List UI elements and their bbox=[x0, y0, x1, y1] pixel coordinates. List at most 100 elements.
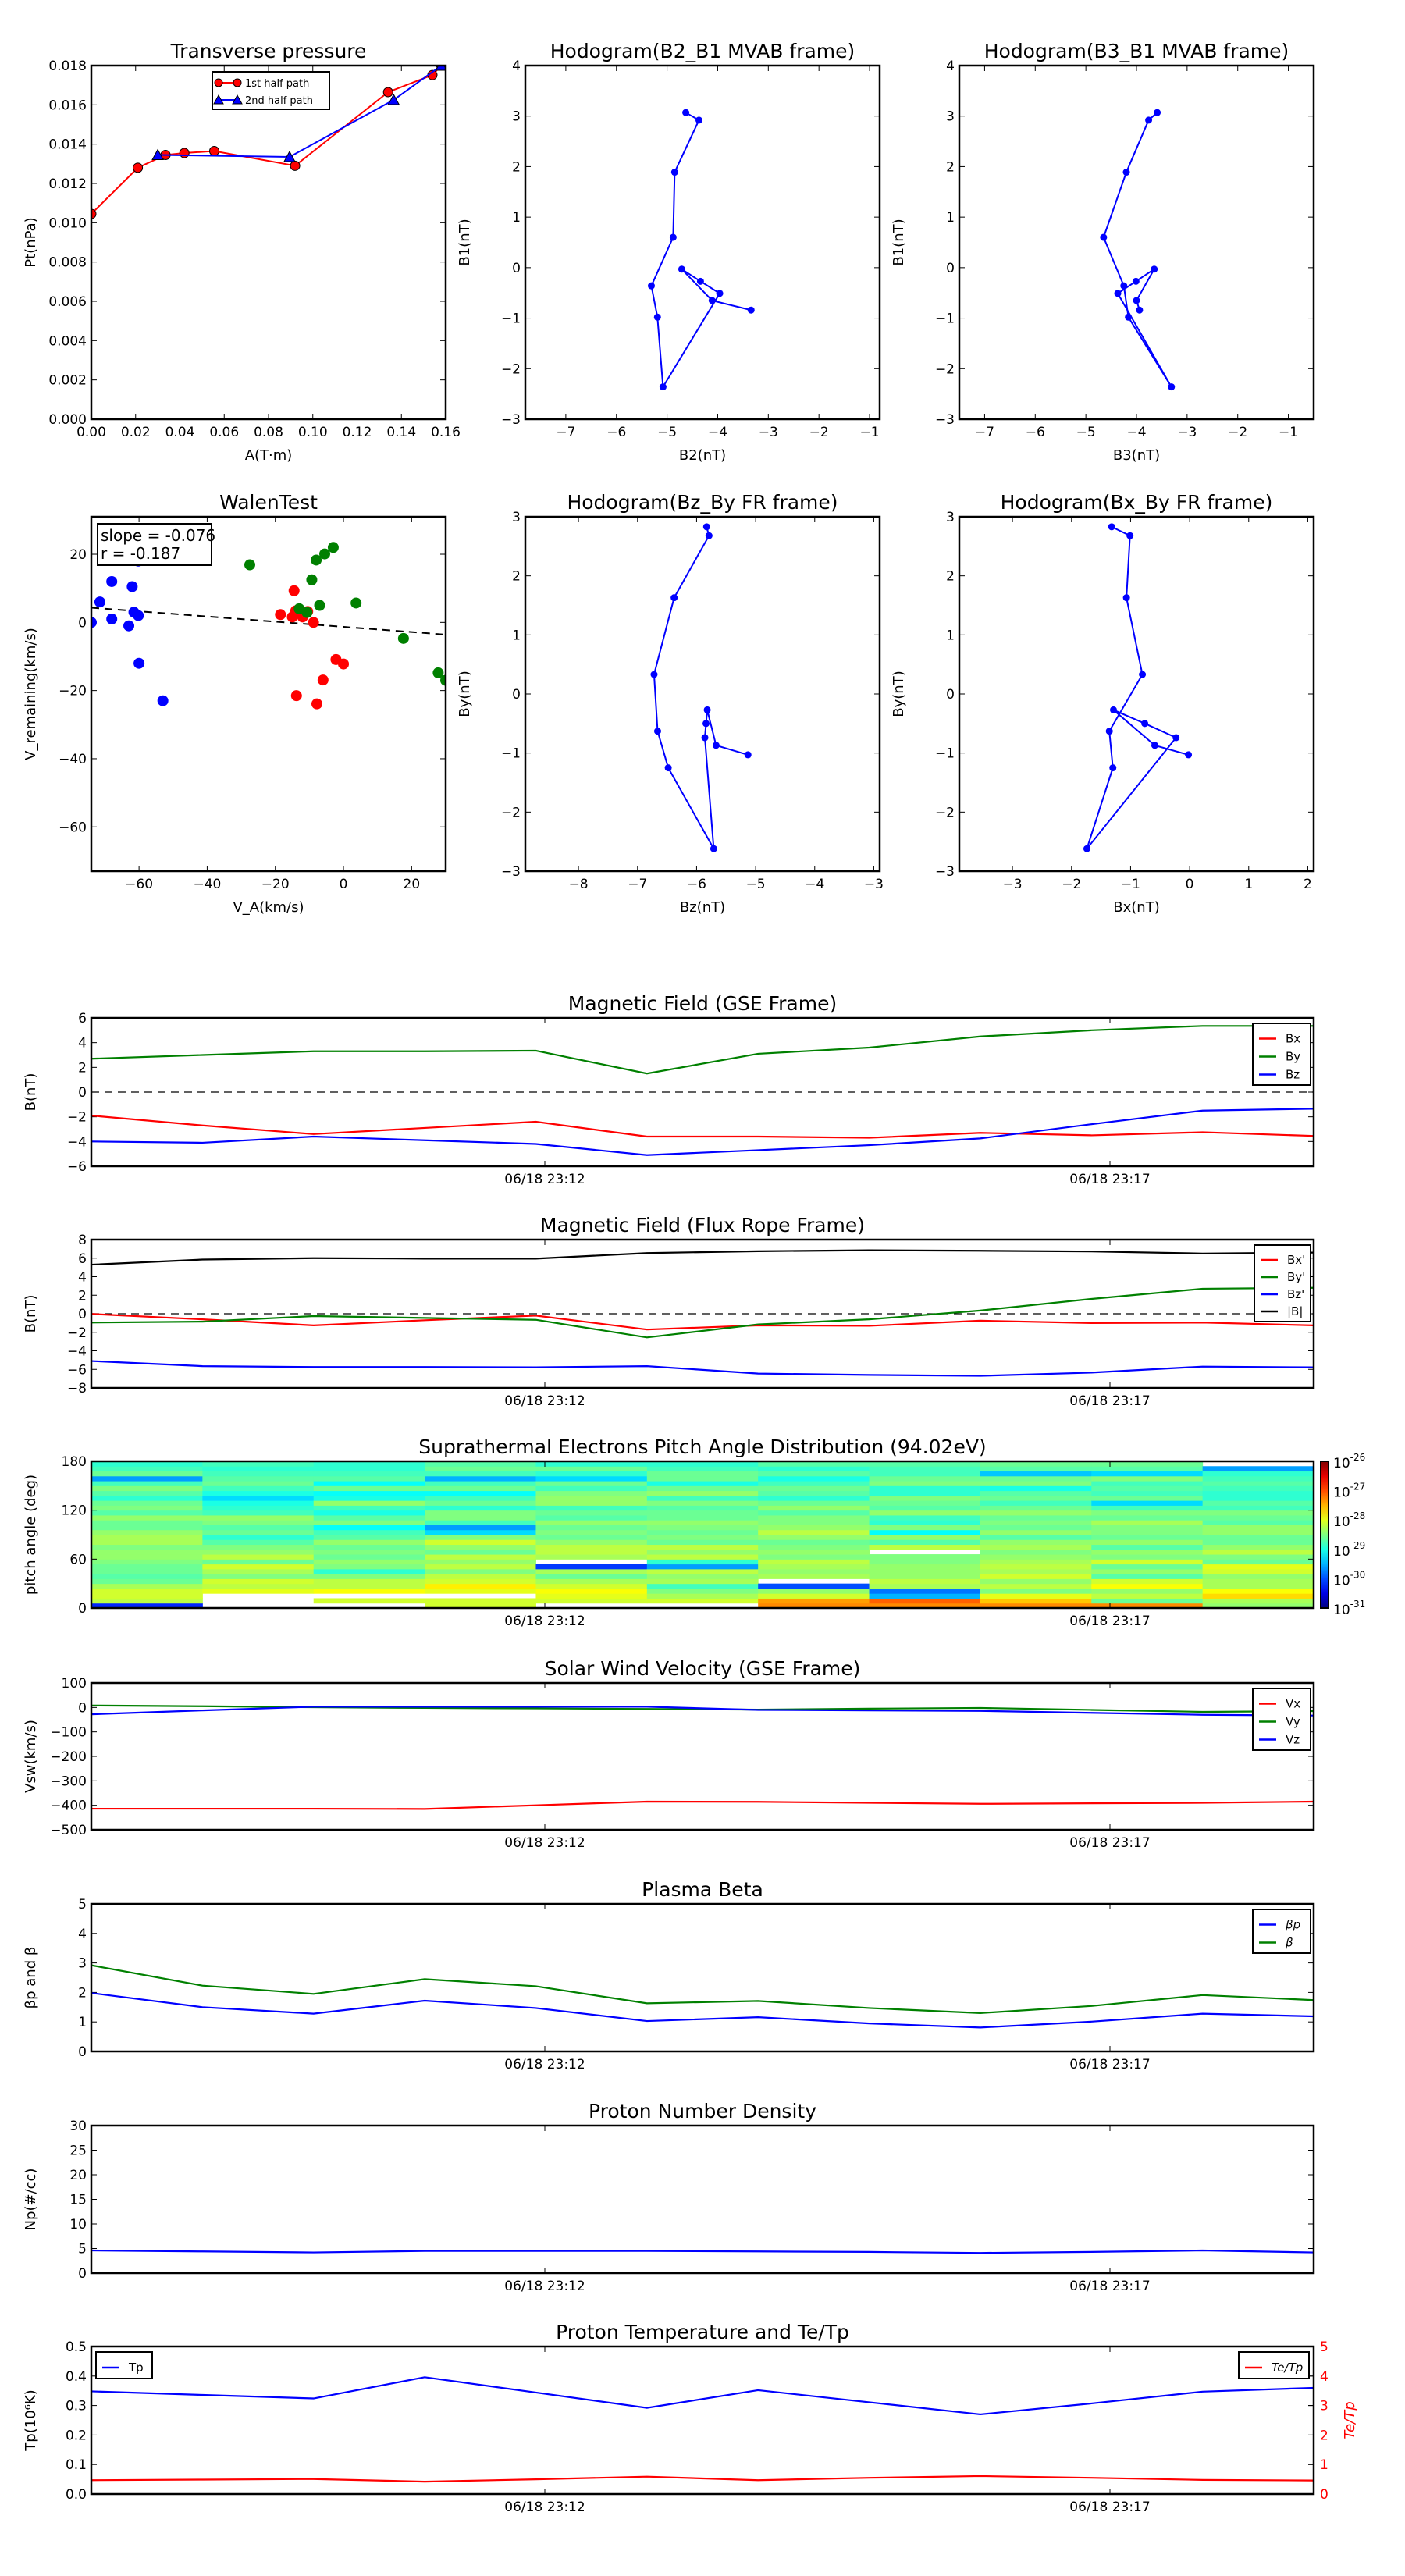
legend-label: Vz bbox=[1286, 1733, 1300, 1747]
h4-ytick-label: −3 bbox=[935, 864, 955, 880]
h3-path-line bbox=[653, 526, 749, 849]
pad-cell bbox=[91, 1535, 203, 1540]
pad-cell bbox=[1202, 1525, 1314, 1531]
walen-fit-line bbox=[91, 607, 446, 635]
tp-frame bbox=[90, 2345, 1315, 2496]
h2-point bbox=[1168, 383, 1176, 391]
pad-cell bbox=[313, 1559, 425, 1565]
np-title: Proton Number Density bbox=[589, 2100, 816, 2122]
pad-cell bbox=[91, 1475, 203, 1482]
pad-cell bbox=[535, 1549, 648, 1555]
pad-cell bbox=[1202, 1481, 1314, 1486]
np-ytick-label: 5 bbox=[78, 2242, 87, 2258]
tp-ytick-label-r: 1 bbox=[1320, 2457, 1329, 2473]
pad-cell bbox=[646, 1485, 759, 1492]
pad-cell bbox=[202, 1554, 315, 1560]
pad-cell bbox=[980, 1549, 1092, 1555]
h3-point bbox=[670, 594, 678, 602]
pad-cell bbox=[91, 1510, 203, 1516]
h2-ytick-label: 0 bbox=[946, 261, 955, 276]
pad-cell bbox=[202, 1495, 315, 1501]
pad-cell bbox=[646, 1568, 759, 1574]
pad-cell bbox=[313, 1539, 425, 1546]
pt-xtick-label: 0.10 bbox=[298, 425, 328, 440]
bgse-legend-box bbox=[1252, 1023, 1311, 1086]
beta-ytick-label: 2 bbox=[78, 1985, 87, 2001]
pad-cell bbox=[758, 1490, 870, 1496]
legend-marker-triangle bbox=[232, 94, 243, 105]
legend-label: By' bbox=[1287, 1270, 1305, 1284]
pad-cell bbox=[425, 1466, 536, 1472]
beta-legend: βp β bbox=[1252, 1909, 1311, 1954]
bfr-ytick-label: −4 bbox=[67, 1344, 87, 1360]
pad-cell bbox=[425, 1549, 536, 1555]
pt-xtick-label: 0.12 bbox=[343, 425, 372, 440]
h2-xtick-label: −3 bbox=[1177, 425, 1197, 440]
colorbar-tick-base: 10 bbox=[1333, 1603, 1350, 1618]
pad-cell bbox=[646, 1578, 759, 1585]
pad-cell bbox=[646, 1514, 759, 1521]
bfr-series-2 bbox=[91, 1360, 1314, 1377]
h4-ytick-label: 1 bbox=[946, 628, 955, 643]
walen-point bbox=[290, 690, 302, 702]
colorbar-tick-base: 10 bbox=[1333, 1456, 1350, 1471]
h1-point bbox=[696, 277, 704, 285]
h3-title: Hodogram(Bz_By FR frame) bbox=[567, 491, 838, 514]
pad-cell bbox=[758, 1485, 870, 1492]
walen-point bbox=[338, 658, 350, 670]
pt-data bbox=[91, 66, 446, 219]
bgse-series-1 bbox=[91, 1025, 1314, 1075]
pt-xtick-label: 0.00 bbox=[76, 425, 106, 440]
h4-point bbox=[1108, 523, 1115, 531]
pad-cell bbox=[202, 1466, 315, 1472]
tp-left-legend-box bbox=[95, 2351, 153, 2379]
tp-ylabel-right: Te/Tp bbox=[1342, 2401, 1358, 2439]
pad-cell bbox=[646, 1471, 759, 1477]
np-series-0 bbox=[91, 2249, 1314, 2254]
pad-cell bbox=[758, 1544, 870, 1550]
walen-xtick-label: 20 bbox=[404, 877, 421, 892]
pad-cell bbox=[980, 1510, 1092, 1516]
bfr-ytick-label: 8 bbox=[78, 1233, 87, 1248]
pt-ylabel: Pt(nPa) bbox=[23, 217, 39, 267]
legend-label: By bbox=[1286, 1050, 1300, 1064]
bgse-data bbox=[91, 1025, 1314, 1156]
pad-cell bbox=[758, 1568, 870, 1574]
pad-cell bbox=[1202, 1495, 1314, 1501]
pad-cell bbox=[1091, 1520, 1204, 1525]
legend-label: Vy bbox=[1286, 1715, 1300, 1729]
bgse-xtick-label: 06/18 23:17 bbox=[1069, 1172, 1150, 1187]
tp-series-1 bbox=[91, 2475, 1314, 2483]
pad-cell bbox=[646, 1549, 759, 1555]
h2-xtick-label: −2 bbox=[1228, 425, 1247, 440]
bgse-ytick-label: 2 bbox=[78, 1060, 87, 1076]
pt-ytick-label: 0.014 bbox=[48, 137, 87, 153]
pad-cell bbox=[758, 1564, 870, 1570]
pad-cell bbox=[1091, 1475, 1204, 1482]
h2-ytick-label: 3 bbox=[946, 109, 955, 125]
panel-beta: Plasma Beta 06/18 23:12 06/18 23:17 0 1 2 3 4 5 β… bbox=[23, 1878, 1315, 2073]
pad-cell bbox=[91, 1544, 203, 1550]
walen-point bbox=[275, 609, 286, 621]
pad-cell bbox=[535, 1475, 648, 1482]
pad-cell bbox=[425, 1574, 536, 1579]
beta-ytick-label: 5 bbox=[78, 1897, 87, 1912]
pad-cell bbox=[980, 1535, 1092, 1540]
h1-point bbox=[682, 109, 690, 116]
pt-marker-circle bbox=[91, 208, 97, 219]
walen-point bbox=[133, 610, 144, 621]
pad-cell bbox=[758, 1471, 870, 1477]
pad-ytick-label: 180 bbox=[62, 1454, 87, 1470]
pad-cell bbox=[1202, 1603, 1314, 1609]
h2-data bbox=[1100, 109, 1176, 391]
walen-point bbox=[106, 575, 118, 587]
bgse-ytick-label: −6 bbox=[67, 1159, 87, 1175]
pad-cell bbox=[313, 1578, 425, 1585]
h3-xtick-label: −5 bbox=[746, 877, 766, 892]
pad-cell bbox=[202, 1535, 315, 1540]
pt-ytick-label: 0.016 bbox=[48, 98, 87, 113]
h1-ytick-label: 1 bbox=[512, 210, 521, 226]
tp-ytick-label-r: 5 bbox=[1320, 2339, 1329, 2355]
h2-xtick-label: −5 bbox=[1076, 425, 1096, 440]
panel-np: Proton Number Density 06/18 23:12 06/18 23… bbox=[23, 2100, 1315, 2294]
